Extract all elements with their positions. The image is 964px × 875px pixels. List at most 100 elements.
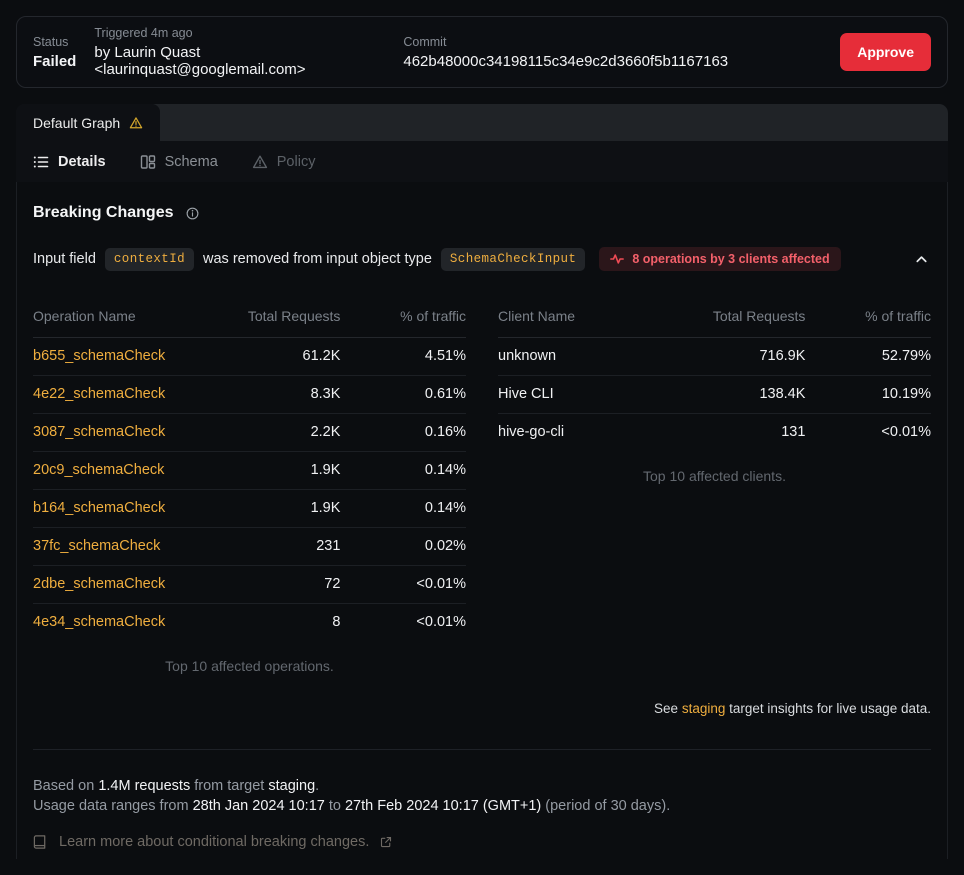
operation-link[interactable]: b164_schemaCheck <box>33 489 228 528</box>
total-requests-cell: 138.4K <box>692 375 806 414</box>
operation-link[interactable]: 37fc_schemaCheck <box>33 527 228 566</box>
section-divider <box>33 749 931 750</box>
table-row: b164_schemaCheck 1.9K 0.14% <box>33 489 466 528</box>
graph-tab-strip: Default Graph <box>16 104 948 141</box>
operation-link[interactable]: 4e22_schemaCheck <box>33 375 228 414</box>
table-row: b655_schemaCheck 61.2K 4.51% <box>33 337 466 376</box>
operation-link[interactable]: 4e34_schemaCheck <box>33 614 166 630</box>
clients-column: Client Name Total Requests % of traffic … <box>498 300 931 674</box>
check-nav-tabs: Details Schema Policy <box>16 141 948 182</box>
column-total-requests: Total Requests <box>692 300 806 338</box>
table-row: 37fc_schemaCheck 231 0.02% <box>33 527 466 566</box>
client-name-cell: hive-go-cli <box>498 424 565 440</box>
total-requests-cell: 72 <box>227 565 341 604</box>
list-icon <box>33 154 49 170</box>
table-row: 3087_schemaCheck 2.2K 0.16% <box>33 413 466 452</box>
requests-count: 1.4M requests <box>98 778 191 794</box>
client-name-cell: Hive CLI <box>498 375 693 414</box>
approve-button[interactable]: Approve <box>840 33 931 71</box>
insights-note-suffix: target insights for live usage data. <box>725 701 931 716</box>
operation-link[interactable]: 2dbe_schemaCheck <box>33 565 228 604</box>
column-total-requests: Total Requests <box>227 300 341 338</box>
column-client-name: Client Name <box>498 300 693 338</box>
clients-table: Client Name Total Requests % of traffic … <box>498 300 931 451</box>
column-percent-traffic: % of traffic <box>340 300 466 338</box>
tab-details[interactable]: Details <box>33 154 106 170</box>
learn-more-label: Learn more about conditional breaking ch… <box>59 834 370 850</box>
affected-badge-label: 8 operations by 3 clients affected <box>632 252 830 266</box>
triggered-label: Triggered 4m ago <box>94 26 193 40</box>
percent-traffic-cell: <0.01% <box>416 614 466 630</box>
tab-schema-label: Schema <box>164 153 218 170</box>
footer-range-line: Usage data ranges from 28th Jan 2024 10:… <box>33 796 931 816</box>
commit-hash: 462b48000c34198115c34e9c2d3660f5b1167163 <box>403 52 729 70</box>
tab-policy-label: Policy <box>276 153 316 170</box>
operations-table-header: Operation Name Total Requests % of traff… <box>33 300 466 338</box>
tab-details-label: Details <box>58 153 106 170</box>
insights-note-prefix: See <box>654 701 682 716</box>
footer-text: from target <box>190 778 269 794</box>
table-row: 4e22_schemaCheck 8.3K 0.61% <box>33 375 466 414</box>
tab-policy[interactable]: Policy <box>252 153 316 170</box>
table-row: 20c9_schemaCheck 1.9K 0.14% <box>33 451 466 490</box>
staging-target-link[interactable]: staging <box>681 701 726 716</box>
status-label: Status <box>33 34 69 49</box>
clients-table-header: Client Name Total Requests % of traffic <box>498 300 931 338</box>
total-requests-cell: 8.3K <box>227 375 341 414</box>
operation-link[interactable]: 3087_schemaCheck <box>33 413 228 452</box>
commit-label: Commit <box>403 34 447 49</box>
check-status-card: Status Failed Triggered 4m ago by Laurin… <box>16 16 948 88</box>
total-requests-cell: 1.9K <box>227 451 341 490</box>
insights-note: See staging target insights for live usa… <box>33 701 931 716</box>
percent-traffic-cell: 52.79% <box>805 337 931 376</box>
warning-triangle-icon <box>252 154 268 170</box>
percent-traffic-cell: <0.01% <box>881 424 931 440</box>
tab-default-graph-label: Default Graph <box>33 114 121 131</box>
total-requests-cell: 131 <box>781 424 806 440</box>
range-end-date: 27th Feb 2024 10:17 (GMT+1) <box>344 798 542 814</box>
check-details-panel: Breaking Changes Input field contextId w… <box>16 182 948 859</box>
tab-schema[interactable]: Schema <box>140 154 218 170</box>
table-row: Hive CLI 138.4K 10.19% <box>498 375 931 414</box>
info-icon[interactable] <box>186 207 199 220</box>
external-link-icon <box>380 836 392 848</box>
percent-traffic-cell: 0.16% <box>340 413 466 452</box>
operation-link[interactable]: 20c9_schemaCheck <box>33 451 228 490</box>
range-start-date: 28th Jan 2024 10:17 <box>192 798 325 814</box>
breaking-changes-title: Breaking Changes <box>33 204 174 221</box>
pulse-icon <box>610 252 625 266</box>
total-requests-cell: 1.9K <box>227 489 341 528</box>
learn-more-link[interactable]: Learn more about conditional breaking ch… <box>33 832 931 852</box>
chevron-up-icon[interactable] <box>912 250 931 269</box>
table-row: 2dbe_schemaCheck 72 <0.01% <box>33 565 466 604</box>
client-name-cell: unknown <box>498 337 693 376</box>
graph-card: Default Graph Details Schema Policy <box>16 104 948 859</box>
footer-text: to <box>324 798 345 814</box>
book-icon <box>33 834 48 850</box>
operations-table-caption: Top 10 affected operations. <box>165 658 334 674</box>
warning-triangle-icon <box>129 116 143 130</box>
percent-traffic-cell: 4.51% <box>340 337 466 376</box>
total-requests-cell: 2.2K <box>227 413 341 452</box>
percent-traffic-cell: 0.02% <box>340 527 466 566</box>
change-text-middle: was removed from input object type <box>203 251 432 267</box>
field-name-pill: contextId <box>104 247 195 271</box>
total-requests-cell: 231 <box>227 527 341 566</box>
breaking-change-item[interactable]: Input field contextId was removed from i… <box>33 247 931 271</box>
status-block: Status Failed <box>33 35 76 70</box>
footer-text: (period of 30 days). <box>541 798 671 814</box>
operation-link[interactable]: b655_schemaCheck <box>33 337 228 376</box>
percent-traffic-cell: 0.14% <box>340 451 466 490</box>
type-name-pill: SchemaCheckInput <box>440 247 586 271</box>
column-operation-name: Operation Name <box>33 300 228 338</box>
column-percent-traffic: % of traffic <box>805 300 931 338</box>
footer-text: . <box>315 778 320 794</box>
schema-icon <box>140 154 156 170</box>
target-name: staging <box>268 778 316 794</box>
tab-default-graph[interactable]: Default Graph <box>16 104 161 141</box>
percent-traffic-cell: 10.19% <box>805 375 931 414</box>
change-text-prefix: Input field <box>33 251 96 267</box>
affected-operations-badge: 8 operations by 3 clients affected <box>599 247 841 271</box>
table-row: hive-go-cli 131 <0.01% <box>498 414 931 452</box>
operations-table: Operation Name Total Requests % of traff… <box>33 300 466 641</box>
